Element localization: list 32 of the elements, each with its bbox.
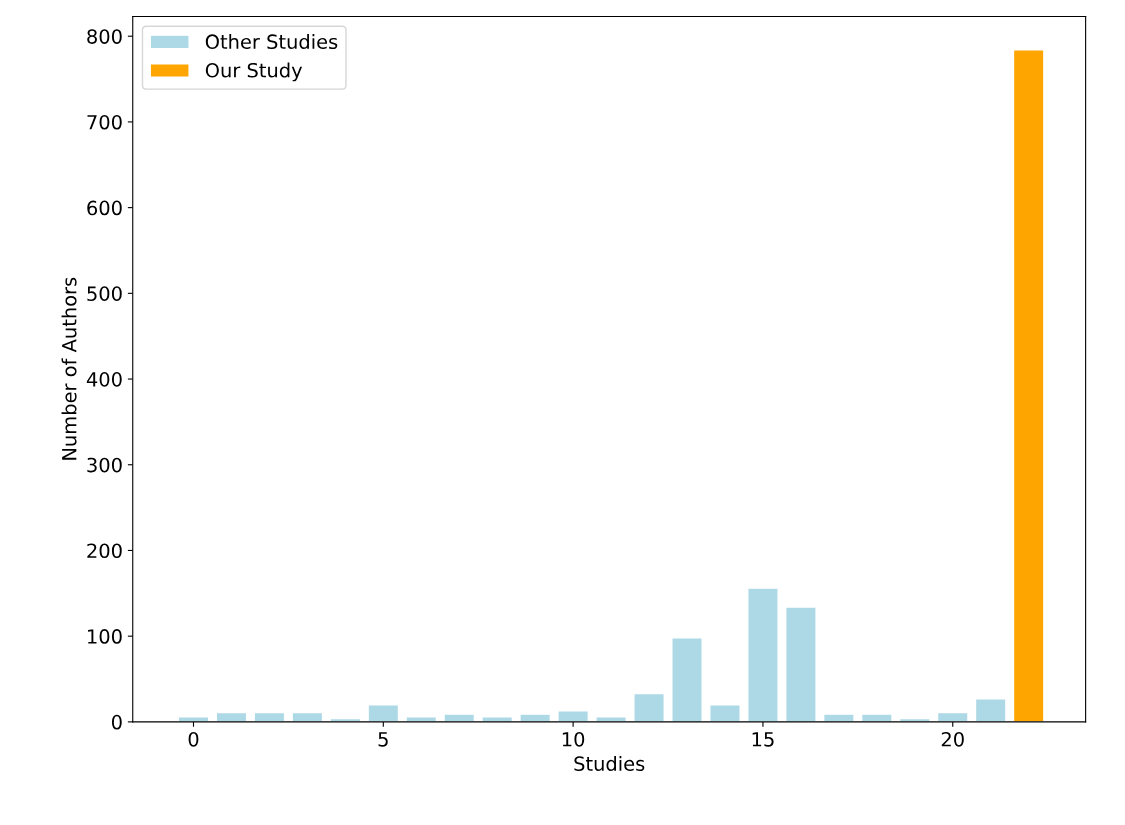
y-tick-label: 700 — [87, 114, 122, 130]
legend-label: Our Study — [205, 62, 303, 82]
bar — [936, 711, 969, 722]
y-tick-label: 800 — [87, 29, 122, 44]
bar — [443, 713, 476, 722]
y-axis-title: Number of Authors — [61, 277, 77, 460]
bar — [519, 713, 552, 722]
y-tick-label: 100 — [88, 629, 122, 644]
legend-label: Other Studies — [205, 34, 338, 50]
x-tick-label: 20 — [941, 731, 964, 747]
bar — [860, 713, 893, 722]
bar — [822, 713, 855, 722]
x-tick-label: 5 — [378, 732, 388, 747]
bar — [709, 704, 741, 722]
x-tick-label: 10 — [562, 731, 585, 747]
bar — [1012, 49, 1045, 722]
x-tick-label: 15 — [752, 732, 774, 747]
bar — [557, 710, 590, 722]
x-tick-label: 0 — [188, 731, 199, 747]
bar — [747, 587, 779, 722]
y-tick-label: 200 — [87, 543, 122, 559]
y-tick-label: 300 — [87, 457, 122, 473]
x-axis-title: Studies — [574, 755, 645, 772]
y-tick-label: 400 — [86, 372, 122, 387]
bar — [367, 704, 400, 722]
y-tick-label: 0 — [111, 714, 122, 730]
y-tick-label: 500 — [87, 286, 122, 301]
bar — [633, 692, 665, 722]
bar — [974, 698, 1007, 722]
bar — [785, 606, 817, 722]
bar — [671, 637, 703, 722]
y-tick-label: 600 — [87, 200, 122, 216]
